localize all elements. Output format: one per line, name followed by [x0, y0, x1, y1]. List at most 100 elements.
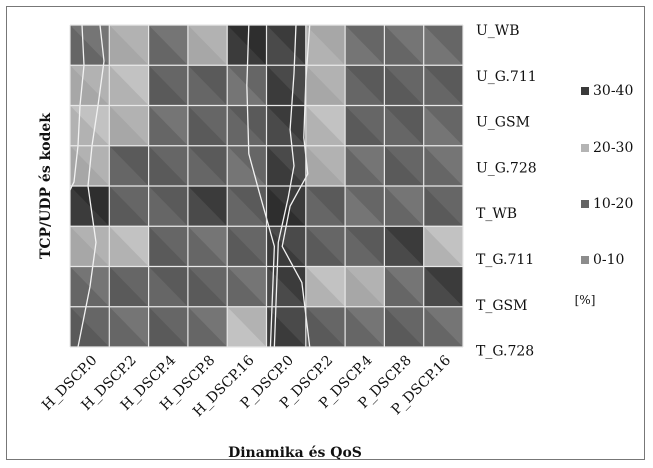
- heatmap-cell: [384, 226, 424, 267]
- heatmap-cell: [305, 25, 346, 66]
- heatmap-cell: [384, 306, 424, 347]
- heatmap-cell: [384, 186, 424, 227]
- heatmap-cell: [423, 145, 463, 186]
- contour-line: [69, 24, 85, 191]
- heatmap-cell: [384, 65, 424, 106]
- y-tick-label: U_G.728: [476, 160, 537, 176]
- heatmap-cell: [266, 65, 306, 106]
- legend-item: 20-30: [581, 140, 633, 156]
- heatmap-cell: [227, 25, 267, 66]
- y-tick-label: T_GSM: [476, 298, 527, 314]
- grid-lines: [69, 24, 464, 348]
- heatmap-cell: [187, 186, 228, 227]
- contour-line: [246, 24, 276, 348]
- heatmap-cell: [187, 226, 228, 267]
- heatmap-cell: [148, 25, 188, 66]
- heatmap-cell: [227, 266, 267, 307]
- heatmap-cell: [70, 25, 110, 66]
- heatmap-cell: [305, 226, 346, 267]
- x-axis-title: Dinamika és QoS: [228, 445, 362, 461]
- heatmap-cell: [70, 186, 110, 227]
- heatmap-cell: [148, 105, 188, 146]
- heatmap-cell: [384, 105, 424, 146]
- heatmap-cell: [109, 226, 149, 267]
- heatmap-cell: [148, 306, 188, 347]
- heatmap-cell: [345, 65, 385, 106]
- heatmap-cell: [227, 226, 267, 267]
- heatmap-cell: [423, 105, 463, 146]
- heatmap-cell: [345, 306, 385, 347]
- heatmap-cell: [345, 186, 385, 227]
- y-tick-label: U_WB: [476, 23, 519, 39]
- heatmap-cell: [187, 306, 228, 347]
- heatmap-cell: [423, 226, 463, 267]
- heatmap-cell: [345, 266, 385, 307]
- heatmap-cell: [305, 266, 346, 307]
- heatmap-cell: [187, 266, 228, 307]
- heatmap-cell: [109, 25, 149, 66]
- heatmap-cell: [266, 105, 306, 146]
- legend-swatch: [581, 87, 589, 95]
- heatmap-cell: [345, 105, 385, 146]
- legend-label: 10-20: [593, 196, 633, 212]
- legend-swatch: [581, 144, 589, 152]
- x-tick-labels: H_DSCP.0H_DSCP.2H_DSCP.4H_DSCP.8H_DSCP.1…: [39, 352, 454, 420]
- heatmap-cells: [70, 25, 463, 347]
- heatmap-cell: [70, 306, 110, 347]
- heatmap-cell: [187, 105, 228, 146]
- y-tick-label: U_GSM: [476, 115, 530, 131]
- heatmap-cell: [70, 226, 110, 267]
- heatmap-cell: [345, 145, 385, 186]
- y-tick-label: T_G.728: [476, 344, 534, 360]
- heatmap-cell: [148, 266, 188, 307]
- legend-item: 0-10: [581, 252, 624, 268]
- heatmap-cell: [384, 266, 424, 307]
- heatmap-cell: [148, 226, 188, 267]
- heatmap-cell: [305, 186, 346, 227]
- heatmap-cell: [305, 306, 346, 347]
- heatmap-cell: [227, 105, 267, 146]
- heatmap-cell: [305, 105, 346, 146]
- heatmap-cell: [109, 145, 149, 186]
- heatmap-cell: [148, 145, 188, 186]
- heatmap-cell: [305, 65, 346, 106]
- heatmap-cell: [109, 105, 149, 146]
- legend-item: 10-20: [581, 196, 633, 212]
- heatmap-cell: [227, 145, 267, 186]
- heatmap-cell: [423, 306, 463, 347]
- heatmap-cell: [187, 25, 228, 66]
- legend-unit-label: [%]: [575, 293, 596, 307]
- heatmap-cell: [227, 186, 267, 227]
- heatmap-cell: [109, 186, 149, 227]
- heatmap-cell: [70, 65, 110, 106]
- heatmap-cell: [423, 25, 463, 66]
- heatmap-cell: [384, 25, 424, 66]
- heatmap-cell: [423, 186, 463, 227]
- y-tick-label: T_WB: [476, 206, 517, 222]
- legend-swatch: [581, 200, 589, 208]
- heatmap-cell: [384, 145, 424, 186]
- heatmap-cell: [109, 306, 149, 347]
- heatmap-cell: [305, 145, 346, 186]
- heatmap-cell: [266, 25, 306, 66]
- contour-line: [77, 24, 105, 348]
- y-tick-label: U_G.711: [476, 69, 537, 85]
- heatmap-cell: [148, 186, 188, 227]
- heatmap-cell: [423, 65, 463, 106]
- heatmap-cell: [187, 65, 228, 106]
- heatmap-cell: [109, 266, 149, 307]
- heatmap-cell: [266, 145, 306, 186]
- heatmap-cell: [345, 226, 385, 267]
- y-tick-labels: U_WB U_G.711 U_GSM U_G.728 T_WB T_G.711 T_GSM T…: [476, 23, 537, 360]
- heatmap-cell: [423, 266, 463, 307]
- legend-label: 0-10: [593, 252, 624, 268]
- legend-label: 20-30: [593, 140, 633, 156]
- heatmap-cell: [266, 226, 306, 267]
- heatmap-cell: [187, 145, 228, 186]
- heatmap-cell: [70, 105, 110, 146]
- contour-line: [273, 24, 297, 348]
- y-tick-label: T_G.711: [476, 252, 534, 268]
- heatmap-cell: [109, 65, 149, 106]
- legend-swatch: [581, 256, 589, 264]
